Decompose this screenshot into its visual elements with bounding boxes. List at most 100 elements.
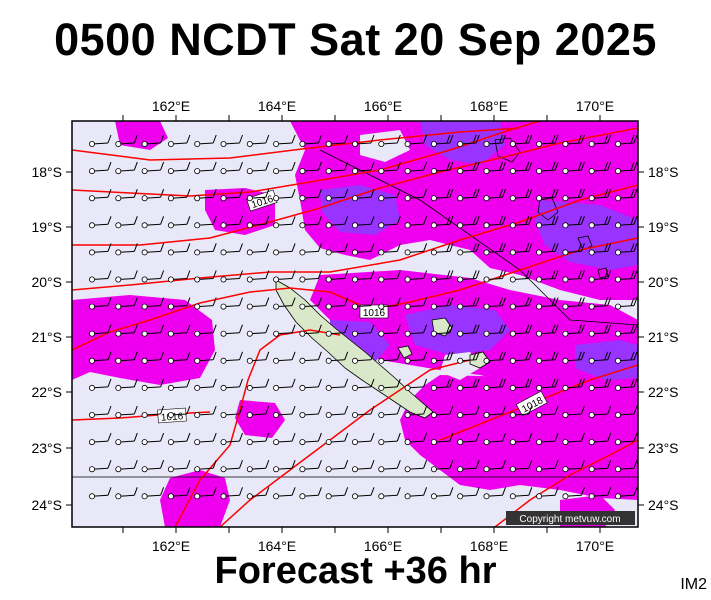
- wind-barb: [509, 351, 533, 364]
- wind-barb: [562, 134, 585, 147]
- image-code: IM2: [680, 576, 707, 593]
- isobars: [72, 121, 638, 527]
- wind-barb: [141, 432, 165, 446]
- wind-barb: [220, 487, 243, 500]
- wind-barb: [378, 216, 401, 229]
- wind-barb: [325, 432, 349, 446]
- wind-barb: [457, 378, 480, 391]
- wind-barb: [562, 243, 585, 256]
- wind-barb: [430, 297, 454, 310]
- wind-barb: [509, 134, 533, 147]
- wind-barb: [220, 297, 243, 310]
- wind-barb: [588, 405, 612, 418]
- wind-barb: [457, 432, 480, 446]
- wind-barb: [588, 189, 612, 202]
- wind-barb: [430, 270, 454, 283]
- wind-barb: [509, 189, 533, 202]
- wind-barb: [325, 297, 349, 310]
- wind-barb: [273, 405, 296, 418]
- wind-barb: [299, 351, 322, 364]
- wind-barb: [89, 161, 112, 175]
- wind-barb: [115, 405, 138, 418]
- wind-barb: [588, 243, 612, 256]
- wind-barb: [378, 460, 401, 473]
- wind-barb: [167, 432, 191, 446]
- wind-barb: [588, 432, 612, 446]
- wind-barb: [89, 487, 112, 500]
- wind-barb: [562, 351, 585, 364]
- wind-barb: [299, 324, 322, 337]
- wind-barb: [351, 351, 375, 364]
- wind-barb: [325, 161, 349, 175]
- lon-label-top-164: 164°E: [258, 98, 296, 114]
- wind-barb: [325, 189, 349, 202]
- wind-barb: [194, 487, 217, 500]
- wind-barb: [536, 487, 559, 500]
- wind-barb: [483, 134, 506, 147]
- wind-barb: [509, 216, 533, 229]
- wind-barb: [430, 216, 454, 229]
- wind-barb: [246, 134, 270, 147]
- wind-barb: [378, 297, 401, 310]
- wind-barb: [273, 487, 296, 500]
- wind-barb: [457, 134, 480, 147]
- wind-barb: [273, 297, 296, 310]
- wind-barb: [194, 216, 217, 229]
- wind-barb: [141, 378, 165, 391]
- wind-barb: [536, 216, 559, 229]
- svg-text:1016: 1016: [363, 308, 386, 319]
- wind-barb: [351, 405, 375, 418]
- wind-barb: [483, 189, 506, 202]
- wind-barb: [457, 189, 480, 202]
- wind-barb: [220, 324, 243, 337]
- wind-barb: [220, 460, 243, 473]
- wind-barb: [351, 297, 375, 310]
- wind-barb: [378, 487, 401, 500]
- wind-barb: [615, 378, 638, 391]
- wind-barb: [536, 378, 559, 391]
- wind-barb: [89, 134, 112, 147]
- wind-barb: [562, 378, 585, 391]
- wind-barb: [299, 270, 322, 283]
- wind-barb: [562, 405, 585, 418]
- lon-label-bottom-166: 166°E: [364, 538, 402, 554]
- wind-barb: [167, 324, 191, 337]
- wind-barb: [562, 189, 585, 202]
- wind-barb: [378, 432, 401, 446]
- wind-barb: [430, 351, 454, 364]
- wind-barb: [588, 460, 612, 473]
- wind-barb: [299, 189, 322, 202]
- wind-barb: [141, 243, 165, 256]
- tick-marks: [66, 115, 644, 533]
- lat-label-left-21: 21°S: [31, 329, 62, 345]
- wind-barb: [220, 432, 243, 446]
- wind-barb: [404, 351, 428, 364]
- wind-barb: [509, 487, 533, 500]
- wind-barb: [167, 243, 191, 256]
- wind-barb: [430, 405, 454, 418]
- wind-barb: [483, 351, 506, 364]
- wind-barb: [430, 378, 454, 391]
- wind-barb: [220, 134, 243, 147]
- wind-barb: [615, 134, 638, 147]
- wind-barb: [378, 351, 401, 364]
- wind-barb: [246, 432, 270, 446]
- wind-barb: [167, 161, 191, 175]
- wind-barb: [246, 297, 270, 310]
- wind-barb: [615, 161, 638, 175]
- wind-barb: [246, 460, 270, 473]
- lon-label-top-166: 166°E: [364, 98, 402, 114]
- wind-barb: [404, 297, 428, 310]
- wind-barb: [615, 351, 638, 364]
- wind-barb: [483, 297, 506, 310]
- wind-barb: [562, 487, 585, 500]
- wind-barb: [141, 460, 165, 473]
- wind-barb: [325, 134, 349, 147]
- wind-barb: [167, 270, 191, 283]
- wind-barb: [509, 324, 533, 337]
- wind-barb: [351, 270, 375, 283]
- wind-barb: [141, 324, 165, 337]
- lon-label-bottom-168: 168°E: [470, 538, 508, 554]
- wind-barb: [299, 297, 322, 310]
